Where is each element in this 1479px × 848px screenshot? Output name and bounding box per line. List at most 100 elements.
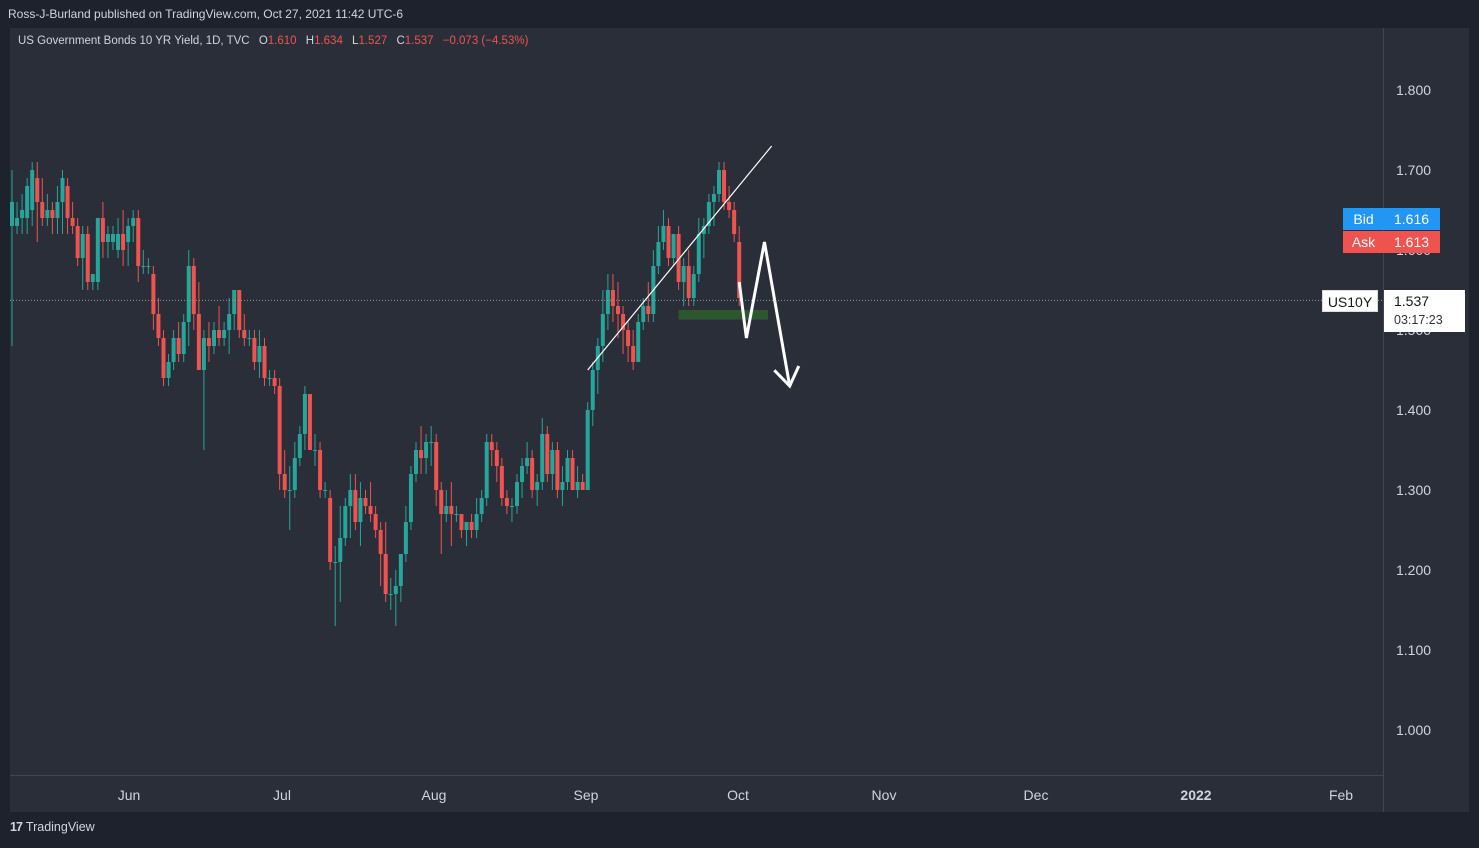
- candle: [444, 490, 449, 522]
- candle: [217, 306, 222, 346]
- candle-body: [10, 202, 14, 226]
- last-price-box: 1.537 03:17:23: [1384, 290, 1465, 332]
- candle: [191, 258, 196, 330]
- candle: [136, 210, 141, 282]
- publisher-line: Ross-J-Burland published on TradingView.…: [8, 7, 404, 21]
- candle-body: [20, 210, 25, 218]
- candle: [302, 386, 307, 450]
- candle-body: [464, 522, 469, 530]
- candle-body: [111, 234, 115, 242]
- last-price: 1.537: [1394, 293, 1430, 309]
- candle: [469, 514, 474, 538]
- symbol-tag: US10Y: [1322, 290, 1378, 312]
- candle: [383, 522, 388, 602]
- candle: [373, 506, 378, 538]
- candle-body: [297, 434, 302, 458]
- candle-body: [580, 482, 585, 490]
- legend-low-key: L: [352, 35, 359, 47]
- bid-price: 1.616: [1384, 208, 1440, 230]
- candle-body: [484, 442, 489, 498]
- candle: [530, 450, 535, 498]
- candle: [414, 442, 418, 482]
- x-tick-label: Oct: [727, 787, 749, 803]
- candle-body: [65, 186, 70, 218]
- candle: [353, 474, 358, 530]
- bid-label: Bid: [1343, 208, 1384, 230]
- candle-body: [166, 362, 171, 378]
- candle-body: [252, 338, 257, 362]
- candle: [40, 178, 45, 226]
- candle-body: [50, 210, 55, 218]
- candle-body: [378, 530, 383, 554]
- chart-area[interactable]: [10, 28, 1383, 775]
- candle-body: [515, 482, 519, 506]
- candle-body: [393, 586, 398, 594]
- candle-body: [90, 274, 95, 282]
- candle: [313, 434, 317, 466]
- candle: [626, 322, 631, 362]
- candle-body: [681, 266, 686, 282]
- candle: [80, 226, 85, 290]
- candle-body: [95, 218, 100, 282]
- candle: [15, 202, 20, 234]
- candle-body: [429, 442, 434, 443]
- candle-body: [343, 506, 348, 538]
- time-axis[interactable]: [10, 776, 1383, 812]
- candles-layer: [10, 162, 742, 626]
- candle-body: [403, 522, 408, 554]
- candle-body: [262, 346, 267, 378]
- candle-body: [282, 474, 287, 490]
- candle-body: [388, 594, 393, 595]
- candle: [323, 482, 328, 498]
- candle: [681, 258, 686, 306]
- candle-body: [439, 490, 444, 514]
- candle: [504, 490, 509, 514]
- candle-body: [504, 498, 509, 506]
- candle: [196, 282, 201, 370]
- candle: [631, 330, 636, 370]
- candle-body: [555, 450, 560, 490]
- candle-body: [696, 234, 701, 274]
- candle: [610, 274, 615, 322]
- projection-arrow: [737, 241, 792, 387]
- candle-body: [267, 378, 272, 379]
- candle: [711, 186, 716, 226]
- candle-body: [610, 290, 615, 306]
- x-tick-label: Feb: [1329, 787, 1353, 803]
- candle-body: [338, 538, 343, 562]
- projection-arrowhead: [773, 365, 801, 389]
- candle-body: [499, 466, 504, 498]
- candle-body: [151, 274, 156, 314]
- candle-body: [686, 266, 691, 298]
- candle-body: [626, 330, 631, 346]
- candle: [171, 330, 176, 370]
- candle: [176, 322, 181, 362]
- candle-body: [191, 266, 196, 314]
- candle: [580, 474, 585, 490]
- candle: [479, 490, 484, 522]
- candle-body: [535, 482, 540, 490]
- candle-body: [15, 218, 20, 226]
- candle-body: [530, 458, 535, 490]
- candle-body: [277, 386, 282, 474]
- legend-close-key: C: [396, 35, 405, 47]
- footer-brand[interactable]: 17 TradingView: [10, 820, 95, 834]
- candle: [181, 314, 186, 362]
- price-axis[interactable]: [1384, 28, 1469, 812]
- candle: [75, 218, 80, 266]
- candle-body: [585, 410, 590, 490]
- candle-body: [242, 330, 247, 338]
- candle-body: [247, 338, 252, 339]
- candle: [474, 498, 479, 538]
- candle: [277, 378, 282, 490]
- candle: [126, 218, 131, 266]
- candle: [550, 442, 555, 490]
- candle: [403, 506, 408, 562]
- candle-body: [641, 306, 646, 322]
- candle-body: [646, 306, 651, 314]
- candle: [85, 226, 90, 290]
- candle-body: [156, 314, 161, 338]
- candle-body: [368, 506, 373, 514]
- candle: [363, 490, 368, 514]
- candle-body: [136, 218, 141, 266]
